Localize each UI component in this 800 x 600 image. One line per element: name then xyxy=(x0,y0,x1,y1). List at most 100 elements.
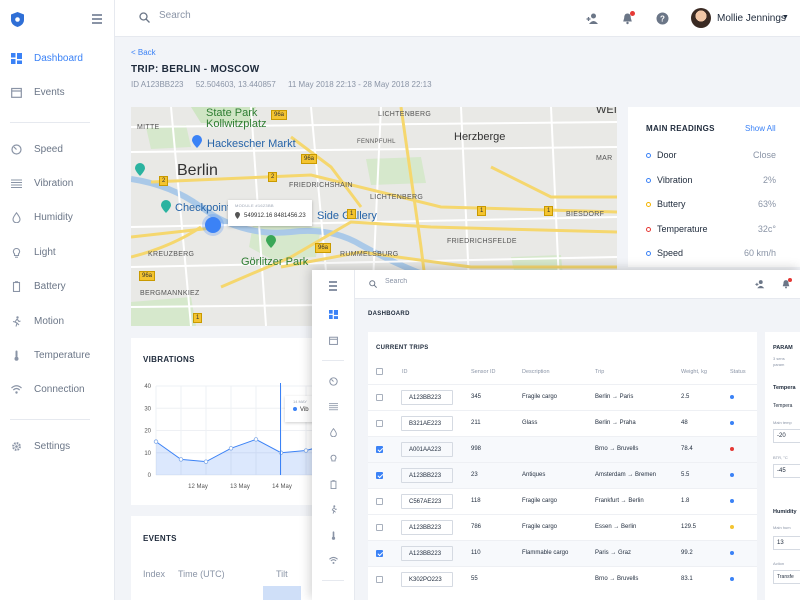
search-input[interactable] xyxy=(159,10,459,21)
menu-toggle-icon[interactable] xyxy=(329,281,337,293)
map-label: Checkpoint xyxy=(175,202,231,214)
data-point[interactable] xyxy=(178,457,184,462)
status-dot xyxy=(730,421,734,425)
light-bulb-icon[interactable] xyxy=(329,454,338,463)
description-cell: Fragile cargo xyxy=(522,498,558,504)
table-row[interactable]: K302PO223 55 Brno → Bruvells 83.1 xyxy=(368,566,757,592)
row-checkbox[interactable] xyxy=(376,498,383,505)
sidebar-item-connection[interactable]: Connection xyxy=(0,379,115,401)
trip-id-field[interactable]: A123BB223 xyxy=(401,546,453,561)
sidebar-item-speed[interactable]: Speed xyxy=(0,139,115,161)
thermometer-icon[interactable] xyxy=(329,531,338,540)
row-checkbox[interactable] xyxy=(376,446,383,453)
calendar-icon[interactable] xyxy=(329,336,338,345)
table-row[interactable]: A123BB223 786 Fragile cargo Essen → Berlin 1… xyxy=(368,514,757,540)
location-marker[interactable] xyxy=(205,217,221,233)
data-point[interactable] xyxy=(303,448,309,453)
running-person-icon[interactable] xyxy=(329,505,338,514)
table-row[interactable]: C567AE223 118 Fragile cargo Frankfurt → Ber… xyxy=(368,488,757,514)
sidebar-item-light[interactable]: Light xyxy=(0,242,115,264)
sidebar-item-dashboard[interactable]: Dashboard xyxy=(0,48,115,70)
data-point[interactable] xyxy=(153,439,159,444)
action-select[interactable]: Transfe xyxy=(773,570,800,584)
main-temp-field[interactable]: -20 xyxy=(773,429,800,443)
description-cell: Antiques xyxy=(522,472,546,478)
sidebar-item-events[interactable]: Events xyxy=(0,82,115,104)
tooltip-date: 14 MAY xyxy=(293,399,307,404)
status-dot xyxy=(730,525,734,529)
trip-id-field[interactable]: A123BB223 xyxy=(401,390,453,405)
map-label: KREUZBERG xyxy=(148,251,195,258)
row-checkbox[interactable] xyxy=(376,472,383,479)
help-icon[interactable]: ? xyxy=(656,12,669,25)
field-label: Tempera xyxy=(773,403,793,409)
speed-icon[interactable] xyxy=(329,377,338,386)
reading-temperature: Temperature 32c° xyxy=(646,224,782,238)
battery-icon[interactable] xyxy=(329,480,338,489)
table-row[interactable]: A123BB223 110 Flammable cargo Paris → Graz 9… xyxy=(368,540,757,566)
y-tick-label: 40 xyxy=(144,384,151,390)
y-tick-label: 10 xyxy=(144,451,151,457)
row-checkbox[interactable] xyxy=(376,576,383,583)
sidebar-item-settings[interactable]: Settings xyxy=(0,436,115,458)
description-cell: Glass xyxy=(522,420,538,426)
table-row[interactable]: A123BB223 23 Antiques Amsterdam → Bremen 5.5 xyxy=(368,462,757,488)
humidity-icon[interactable] xyxy=(329,428,338,437)
back-link[interactable]: < Back xyxy=(131,48,156,57)
map-pin-icon xyxy=(192,135,202,148)
overlay-search-input[interactable] xyxy=(385,278,585,285)
sidebar-divider xyxy=(322,580,344,581)
table-row[interactable]: A001AA223 998 Brno → Bruvells 78.4 xyxy=(368,436,757,462)
menu-toggle-icon[interactable] xyxy=(92,14,102,26)
trip-id-field[interactable]: K302PO223 xyxy=(401,572,453,587)
wifi-icon[interactable] xyxy=(329,556,338,565)
trip-id-field[interactable]: A123BB223 xyxy=(401,468,453,483)
btr-field[interactable]: -45 xyxy=(773,464,800,478)
weight-cell: 129.5 xyxy=(681,524,697,530)
events-card: EVENTS xyxy=(131,516,331,600)
top-bar: ? Mollie Jennings ▼ xyxy=(115,0,800,37)
sidebar-item-vibration[interactable]: Vibration xyxy=(0,173,115,195)
sidebar-item-label: Dashboard xyxy=(34,53,83,64)
user-name[interactable]: Mollie Jennings xyxy=(717,13,786,24)
row-checkbox[interactable] xyxy=(376,420,383,427)
add-user-icon[interactable] xyxy=(755,279,765,289)
row-checkbox[interactable] xyxy=(376,524,383,531)
weight-cell: 48 xyxy=(681,420,688,426)
data-point[interactable] xyxy=(203,459,209,464)
shield-logo-icon[interactable] xyxy=(11,12,24,27)
dashboard-icon[interactable] xyxy=(329,310,338,319)
trip-cell: Frankfurt → Berlin xyxy=(595,498,644,504)
chevron-down-icon[interactable]: ▼ xyxy=(782,14,789,21)
trip-id-field[interactable]: A123BB223 xyxy=(401,520,453,535)
sensor-id-cell: 118 xyxy=(471,498,481,504)
trip-id-field[interactable]: C567AE223 xyxy=(401,494,453,509)
main-humidity-field[interactable]: 13 xyxy=(773,536,800,550)
tilt-bar xyxy=(263,586,301,600)
bell-icon[interactable] xyxy=(621,12,634,25)
bell-icon[interactable] xyxy=(781,279,791,289)
sidebar-item-temperature[interactable]: Temperature xyxy=(0,345,115,367)
sidebar-item-battery[interactable]: Battery xyxy=(0,276,115,298)
show-all-link[interactable]: Show All xyxy=(745,124,776,133)
battery-icon xyxy=(12,281,21,292)
row-checkbox[interactable] xyxy=(376,550,383,557)
sidebar-item-motion[interactable]: Motion xyxy=(0,311,115,333)
trip-id-field[interactable]: B321AE223 xyxy=(401,416,453,431)
vibration-icon[interactable] xyxy=(329,402,338,411)
trip-id-field[interactable]: A001AA223 xyxy=(401,442,453,457)
row-checkbox[interactable] xyxy=(376,394,383,401)
data-point[interactable] xyxy=(253,437,259,442)
select-all-checkbox[interactable] xyxy=(376,368,383,375)
status-dot xyxy=(646,178,651,183)
sensor-id-cell: 55 xyxy=(471,576,478,582)
add-user-icon[interactable] xyxy=(586,12,599,25)
avatar[interactable] xyxy=(691,8,711,28)
road-tag: 2 xyxy=(268,172,278,182)
data-point[interactable] xyxy=(228,446,234,451)
table-row[interactable]: B321AE223 211 Glass Berlin → Praha 48 xyxy=(368,410,757,436)
table-row[interactable]: A123BB223 345 Fragile cargo Berlin → Paris 2… xyxy=(368,384,757,410)
sidebar-item-humidity[interactable]: Humidity xyxy=(0,207,115,229)
road-tag: 96a xyxy=(315,243,332,253)
